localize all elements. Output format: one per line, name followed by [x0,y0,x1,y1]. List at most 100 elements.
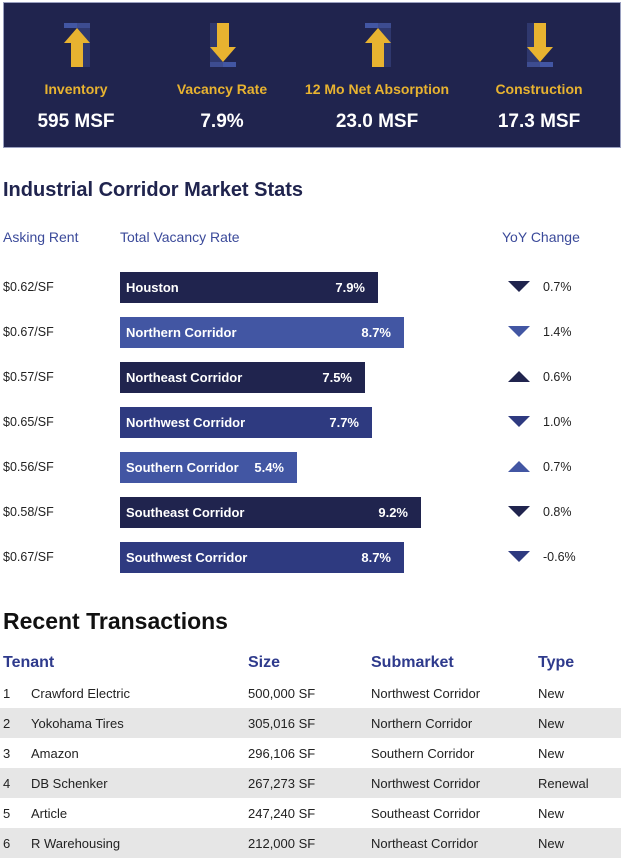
arrow-up-icon [365,23,391,67]
tenant-cell: Amazon [31,746,79,761]
size-cell: 305,016 SF [248,716,316,731]
asking-rent: $0.67/SF [3,325,54,339]
asking-rent: $0.57/SF [3,370,54,384]
yoy-change: 0.7% [543,280,572,294]
row-number: 2 [3,716,11,731]
header-size: Size [248,654,281,671]
yoy-change: 1.4% [543,325,572,339]
kpi-value: 595 MSF [37,111,115,132]
kpi-value: 7.9% [200,111,244,132]
triangle-down-icon [508,326,530,337]
size-cell: 267,273 SF [248,776,316,791]
bar-category-label: Southeast Corridor [126,505,245,520]
row-number: 5 [3,806,11,821]
kpi-value: 23.0 MSF [335,111,419,132]
table-row: 1 Crawford Electric 500,000 SF Northwest… [0,678,621,708]
asking-rent: $0.62/SF [3,280,54,294]
submarket-cell: Northern Corridor [371,716,473,731]
bar-value-label: 7.5% [322,370,352,385]
bar-category-label: Southern Corridor [126,460,239,475]
header-type: Type [538,654,575,671]
arrow-down-icon [527,23,553,67]
size-cell: 296,106 SF [248,746,316,761]
yoy-change: 0.8% [543,505,572,519]
submarket-cell: Northwest Corridor [371,686,481,701]
triangle-up-icon [508,371,530,382]
vacancy-header: Total Vacancy Rate [120,229,240,245]
tenant-cell: Yokohama Tires [31,716,124,731]
size-cell: 247,240 SF [248,806,316,821]
row-number: 4 [3,776,11,791]
yoy-change: -0.6% [543,550,576,564]
triangle-down-icon [508,551,530,562]
bar-category-label: Northern Corridor [126,325,237,340]
asking-rent: $0.67/SF [3,550,54,564]
table-row: 5 Article 247,240 SF Southeast Corridor … [0,798,621,828]
tenant-cell: R Warehousing [31,836,121,851]
bar-value-label: 7.7% [329,415,359,430]
table-row: 6 R Warehousing 212,000 SF Northeast Cor… [0,828,621,858]
kpi-label: Vacancy Rate [176,81,268,97]
tenant-cell: Crawford Electric [31,686,130,701]
submarket-cell: Northwest Corridor [371,776,481,791]
tenant-cell: Article [31,806,68,821]
arrow-up-icon [64,23,90,67]
yoy-header: YoY Change [502,229,580,245]
table-row: 3 Amazon 296,106 SF Southern Corridor Ne… [0,738,621,768]
vacancy-bar: Southern Corridor 5.4% [120,452,297,483]
row-number: 6 [3,836,11,851]
asking-rent: $0.58/SF [3,505,54,519]
bar-category-label: Southwest Corridor [126,550,248,565]
yoy-change: 0.7% [543,460,572,474]
asking-rent-header: Asking Rent [3,229,79,245]
yoy-change: 1.0% [543,415,572,429]
row-number: 1 [3,686,11,701]
asking-rent: $0.65/SF [3,415,54,429]
bar-category-label: Houston [126,280,179,295]
submarket-cell: Southeast Corridor [371,806,481,821]
kpi-value: 17.3 MSF [497,111,581,132]
type-cell: Renewal [538,776,589,791]
kpi-label: 12 Mo Net Absorption [304,81,450,97]
vacancy-bar: Northern Corridor 8.7% [120,317,404,348]
transactions-title: Recent Transactions [3,608,228,634]
arrow-down-icon [210,23,236,67]
table-row: 2 Yokohama Tires 305,016 SF Northern Cor… [0,708,621,738]
bar-value-label: 8.7% [361,550,391,565]
header-tenant: Tenant [3,654,55,671]
size-cell: 212,000 SF [248,836,316,851]
triangle-up-icon [508,461,530,472]
header-submarket: Submarket [371,654,454,671]
vacancy-bar: Houston 7.9% [120,272,378,303]
type-cell: New [538,716,565,731]
asking-rent: $0.56/SF [3,460,54,474]
submarket-cell: Northeast Corridor [371,836,478,851]
triangle-down-icon [508,416,530,427]
type-cell: New [538,836,565,851]
vacancy-bar: Northeast Corridor 7.5% [120,362,365,393]
type-cell: New [538,806,565,821]
bar-value-label: 8.7% [361,325,391,340]
vacancy-bar: Northwest Corridor 7.7% [120,407,372,438]
size-cell: 500,000 SF [248,686,316,701]
bar-value-label: 7.9% [335,280,365,295]
row-number: 3 [3,746,11,761]
bar-category-label: Northwest Corridor [126,415,246,430]
submarket-cell: Southern Corridor [371,746,475,761]
kpi-label: Construction [495,81,583,97]
yoy-change: 0.6% [543,370,572,384]
triangle-down-icon [508,281,530,292]
vacancy-bar: Southwest Corridor 8.7% [120,542,404,573]
kpi-banner: Inventory 595 MSF Vacancy Rate 7.9% 12 M… [3,2,621,148]
vacancy-bar: Southeast Corridor 9.2% [120,497,421,528]
triangle-down-icon [508,506,530,517]
bar-category-label: Northeast Corridor [126,370,243,385]
type-cell: New [538,686,565,701]
bar-value-label: 5.4% [254,460,284,475]
bar-value-label: 9.2% [378,505,408,520]
type-cell: New [538,746,565,761]
table-row: 4 DB Schenker 267,273 SF Northwest Corri… [0,768,621,798]
kpi-label: Inventory [44,81,108,97]
stats-title: Industrial Corridor Market Stats [3,179,304,201]
tenant-cell: DB Schenker [31,776,108,791]
